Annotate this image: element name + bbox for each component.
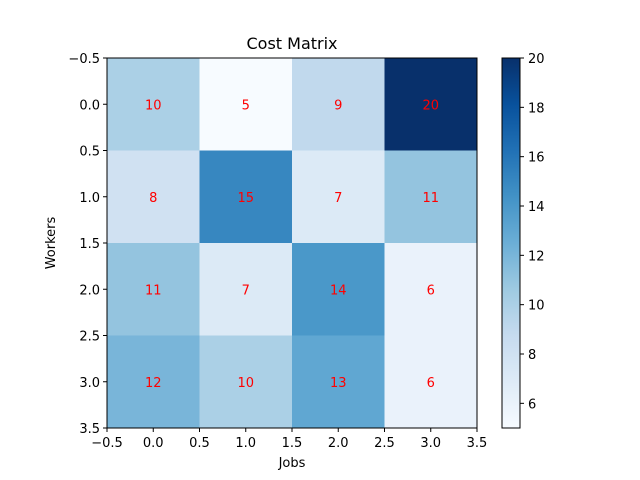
heatmap-cell (107, 58, 200, 151)
y-axis-label: Workers (44, 216, 59, 269)
x-tick-label: 0.0 (143, 436, 164, 451)
cell-value-label: 7 (242, 283, 250, 298)
cell-value-label: 11 (422, 191, 439, 206)
colorbar-tick-label: 12 (528, 249, 545, 264)
heatmap-cell (384, 58, 477, 151)
colorbar-tick-label: 18 (528, 101, 545, 116)
heatmap-cell (292, 150, 385, 243)
x-tick-label: 3.5 (467, 436, 488, 451)
cell-value-label: 6 (427, 283, 435, 298)
x-tick-label: 1.0 (235, 436, 256, 451)
heatmap-cell (107, 150, 200, 243)
cell-value-label: 11 (145, 283, 162, 298)
x-tick-label: 3.0 (420, 436, 441, 451)
heatmap-cells (107, 58, 477, 428)
y-tick-label: −0.5 (68, 52, 100, 67)
cell-value-label: 12 (145, 376, 162, 391)
colorbar-tick-label: 14 (528, 200, 545, 215)
cell-value-label: 8 (149, 191, 157, 206)
cell-value-label: 5 (242, 98, 250, 113)
colorbar-tick-label: 8 (528, 348, 536, 363)
x-axis: −0.5 0.0 0.5 1.0 1.5 2.0 2.5 3.0 3.5 (91, 428, 487, 451)
y-tick-label: 2.0 (79, 283, 100, 298)
heatmap-cell (107, 243, 200, 336)
cell-value-label: 10 (237, 376, 254, 391)
chart-title: Cost Matrix (246, 34, 337, 53)
colorbar-tick-label: 20 (528, 52, 545, 67)
y-tick-label: 1.5 (79, 237, 100, 252)
cell-value-label: 9 (334, 98, 342, 113)
x-axis-label: Jobs (278, 456, 306, 471)
heatmap-cell (292, 335, 385, 428)
y-tick-label: 3.0 (79, 376, 100, 391)
colorbar-tick-label: 10 (528, 299, 545, 314)
cell-value-label: 13 (330, 376, 347, 391)
colorbar-ticks: 6 8 10 12 14 16 18 20 (520, 52, 545, 412)
cell-value-label: 10 (145, 98, 162, 113)
heatmap-cell (384, 335, 477, 428)
heatmap-cell (199, 243, 292, 336)
heatmap-cell (199, 58, 292, 151)
y-tick-label: 3.5 (79, 422, 100, 437)
x-tick-label: −0.5 (91, 436, 123, 451)
y-tick-label: 0.5 (79, 145, 100, 160)
y-tick-label: 0.0 (79, 98, 100, 113)
y-tick-label: 2.5 (79, 330, 100, 345)
colorbar-tick-label: 16 (528, 151, 545, 166)
y-tick-label: 1.0 (79, 191, 100, 206)
colorbar-tick-label: 6 (528, 397, 536, 412)
heatmap-cell (199, 335, 292, 428)
x-tick-label: 2.0 (328, 436, 349, 451)
heatmap-cell (384, 150, 477, 243)
colorbar (501, 57, 521, 429)
heatmap-cell (292, 58, 385, 151)
cell-value-label: 20 (422, 98, 439, 113)
cell-value-label: 15 (237, 191, 254, 206)
cell-value-label: 6 (427, 376, 435, 391)
heatmap-cell (384, 243, 477, 336)
cell-value-label: 14 (330, 283, 347, 298)
heatmap-cell (199, 150, 292, 243)
x-tick-label: 1.5 (282, 436, 303, 451)
heatmap-cell (107, 335, 200, 428)
cell-value-label: 7 (334, 191, 342, 206)
x-tick-label: 2.5 (374, 436, 395, 451)
heatmap-cell (292, 243, 385, 336)
heatmap-cell-labels: 10 5 9 20 8 15 7 11 11 7 14 6 12 10 13 6 (145, 98, 439, 391)
x-tick-label: 0.5 (189, 436, 210, 451)
y-axis: −0.5 0.0 0.5 1.0 1.5 2.0 2.5 3.0 3.5 (68, 52, 107, 437)
